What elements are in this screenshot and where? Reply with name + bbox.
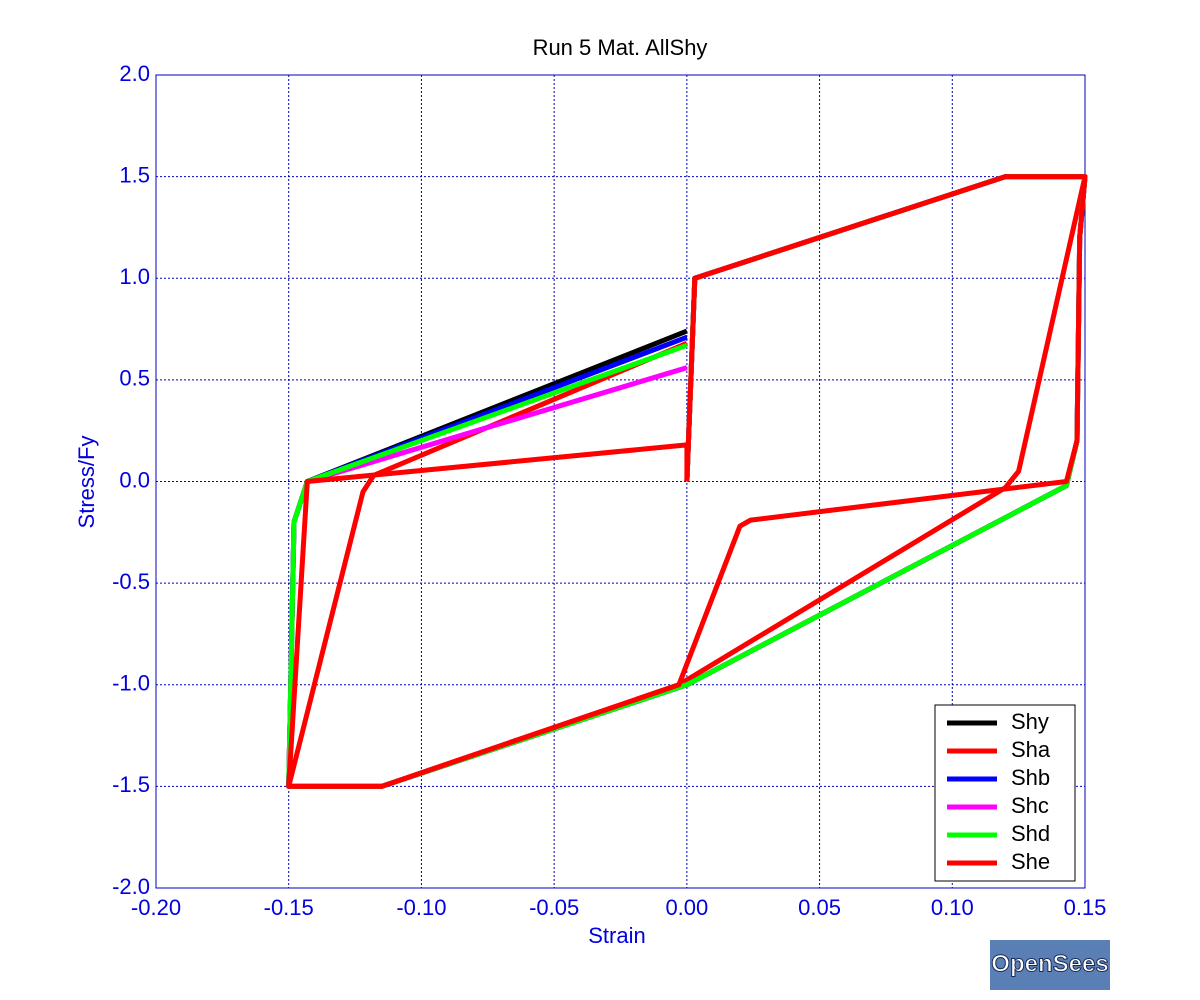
x-tick-label: -0.20: [131, 895, 181, 920]
y-tick-label: -1.5: [112, 772, 150, 797]
series-line: [286, 174, 1088, 789]
logo: OpenSees: [990, 940, 1110, 990]
logo-text: OpenSees: [991, 950, 1108, 977]
plot-frame: [155, 74, 1086, 889]
x-axis-label: Strain: [588, 923, 645, 948]
y-tick-label: 0.0: [119, 467, 150, 492]
legend-label: Shd: [1011, 821, 1050, 846]
y-tick-label: 1.5: [119, 162, 150, 187]
y-tick-label: 2.0: [119, 61, 150, 86]
y-tick-label: -0.5: [112, 569, 150, 594]
legend-box: [934, 704, 1076, 882]
x-tick-label: -0.10: [396, 895, 446, 920]
x-tick-label: 0.05: [798, 895, 841, 920]
legend-label: Shb: [1011, 765, 1050, 790]
x-tick-label: 0.00: [665, 895, 708, 920]
x-tick-label: -0.05: [529, 895, 579, 920]
y-tick-label: -2.0: [112, 874, 150, 899]
y-tick-label: 1.0: [119, 264, 150, 289]
logo-background: [990, 940, 1110, 990]
y-tick-label: -1.0: [112, 671, 150, 696]
y-axis-label: Stress/Fy: [74, 436, 99, 529]
legend-label: She: [1011, 849, 1050, 874]
y-tick-label: 0.5: [119, 366, 150, 391]
legend-label: Shc: [1011, 793, 1049, 818]
chart-title: Run 5 Mat. AllShy: [533, 35, 708, 60]
x-tick-label: 0.10: [931, 895, 974, 920]
legend-label: Shy: [1011, 709, 1049, 734]
legend-label: Sha: [1011, 737, 1051, 762]
x-tick-label: -0.15: [264, 895, 314, 920]
x-tick-label: 0.15: [1064, 895, 1107, 920]
